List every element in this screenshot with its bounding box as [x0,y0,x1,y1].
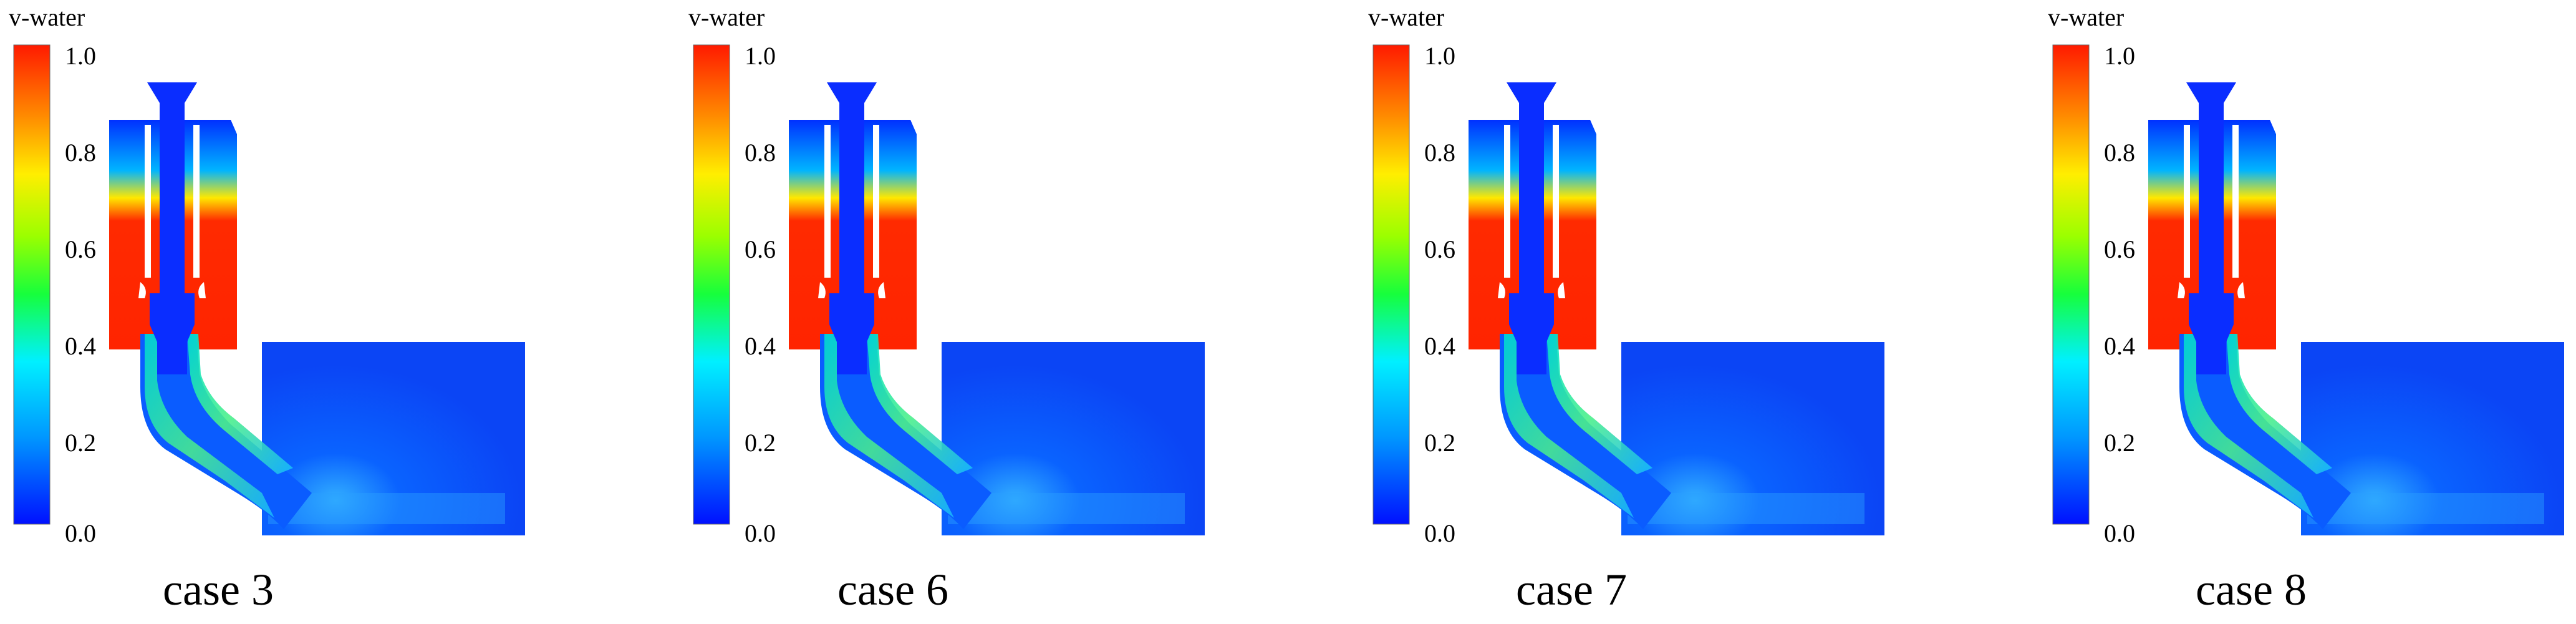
throat-notch-left [2178,282,2185,298]
panel-graphic [693,44,1205,535]
nozzle-wall-right [873,125,879,278]
throat-notch-right [2237,282,2245,298]
jet-shear-right [1546,334,1652,474]
colorbar-tick-label: 1.0 [745,42,776,70]
jet-shear-right [867,334,973,474]
tank-region [2301,342,2564,535]
colorbar-tick-label: 0.0 [2104,519,2135,547]
simulation-panel-1: v-water [0,0,644,624]
panel-graphic [2052,44,2564,535]
case-label: case 7 [1516,565,1627,615]
jet-shear-left [1504,334,1634,518]
colorbar-title: v-water [1368,3,1445,31]
colorbar-title: v-water [9,3,85,31]
simulation-panel-3: v-water [1359,0,2003,624]
case-label: case 6 [837,565,948,615]
colorbar-tick-label: 0.4 [65,332,96,360]
panel-graphic [1372,44,1884,535]
colorbar [1372,44,1410,525]
colorbar [13,44,51,525]
colorbar-tick-label: 0.2 [2104,429,2135,457]
jet-shear-left [824,334,954,518]
nozzle-wall-left [2184,125,2190,278]
jet-shear-left [2184,334,2313,518]
case-label: case 8 [2196,565,2307,615]
throat-notch-left [1498,282,1505,298]
nozzle-wall-left [1504,125,1510,278]
colorbar-tick-label: 0.2 [1424,429,1455,457]
nozzle-wall-right [1553,125,1559,278]
nozzle-wall-right [2232,125,2239,278]
colorbar-tick-label: 0.8 [745,139,776,167]
colorbar [2052,44,2090,525]
colorbar-tick-label: 0.6 [745,235,776,263]
colorbar-title: v-water [2048,3,2125,31]
colorbar-title: v-water [688,3,765,31]
throat-notch-left [818,282,826,298]
throat-notch-right [1558,282,1565,298]
throat-notch-right [198,282,206,298]
nozzle-wall-left [145,125,151,278]
colorbar-tick-label: 0.0 [745,519,776,547]
simulation-panel-4: v-water [2039,0,2576,624]
tank-region [262,342,525,535]
colorbar-tick-label: 0.4 [1424,332,1455,360]
jet-shear-right [2226,334,2332,474]
colorbar-tick-label: 0.2 [745,429,776,457]
colorbar-tick-label: 0.6 [1424,235,1455,263]
colorbar-tick-label: 0.4 [2104,332,2135,360]
jet-shear-left [145,334,274,518]
colorbar-tick-label: 0.0 [1424,519,1455,547]
colorbar-tick-label: 1.0 [2104,42,2135,70]
nozzle-wall-right [193,125,200,278]
colorbar-tick-label: 0.8 [65,139,96,167]
primary-nozzle [147,82,197,374]
colorbar-tick-label: 0.0 [65,519,96,547]
throat-notch-right [878,282,885,298]
tank-region [942,342,1205,535]
simulation-panel-2: v-water [680,0,1323,624]
colorbar-tick-label: 0.8 [1424,139,1455,167]
tank-region [1621,342,1884,535]
colorbar-tick-label: 0.8 [2104,139,2135,167]
colorbar-tick-label: 1.0 [65,42,96,70]
case-label: case 3 [163,565,274,615]
colorbar-tick-label: 0.2 [65,429,96,457]
panel-graphic [13,44,525,535]
primary-nozzle [827,82,877,374]
colorbar-tick-label: 0.6 [65,235,96,263]
colorbar-tick-label: 1.0 [1424,42,1455,70]
colorbar-tick-label: 0.4 [745,332,776,360]
colorbar [693,44,730,525]
throat-notch-left [138,282,146,298]
jet-shear-right [187,334,293,474]
primary-nozzle [2186,82,2236,374]
nozzle-wall-left [824,125,831,278]
colorbar-tick-label: 0.6 [2104,235,2135,263]
primary-nozzle [1507,82,1556,374]
